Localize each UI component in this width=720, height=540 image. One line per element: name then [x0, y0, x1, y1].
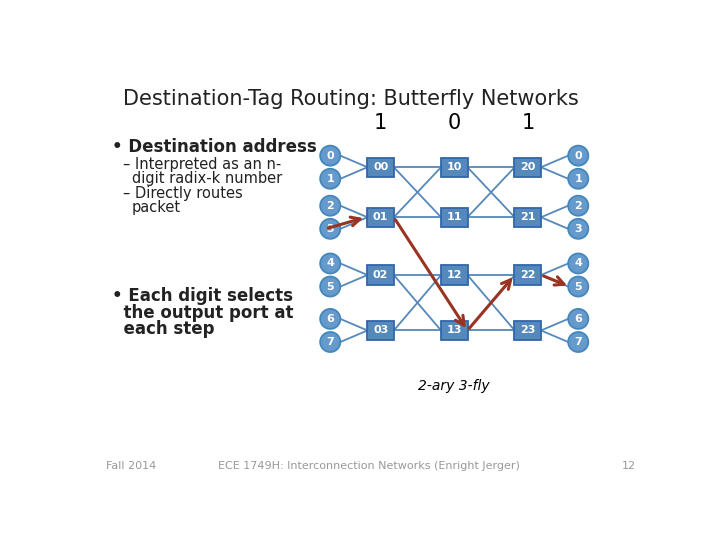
Text: 13: 13 [446, 326, 462, 335]
Circle shape [320, 253, 341, 273]
Text: 11: 11 [446, 212, 462, 222]
Text: 5: 5 [326, 281, 334, 292]
Text: 23: 23 [520, 326, 536, 335]
Text: 21: 21 [520, 212, 536, 222]
Text: – Directly routes: – Directly routes [122, 186, 243, 201]
Circle shape [320, 168, 341, 189]
FancyBboxPatch shape [441, 208, 468, 227]
Text: 00: 00 [373, 162, 388, 172]
FancyBboxPatch shape [367, 158, 394, 177]
FancyBboxPatch shape [367, 321, 394, 340]
Text: Fall 2014: Fall 2014 [106, 461, 156, 471]
Circle shape [320, 309, 341, 329]
Circle shape [320, 219, 341, 239]
Text: 22: 22 [520, 270, 536, 280]
Circle shape [320, 276, 341, 296]
Text: 01: 01 [373, 212, 388, 222]
FancyBboxPatch shape [514, 265, 541, 285]
Text: 1: 1 [374, 112, 387, 132]
Circle shape [568, 309, 588, 329]
Text: digit radix-k number: digit radix-k number [132, 171, 282, 186]
Circle shape [568, 195, 588, 215]
Text: 6: 6 [575, 314, 582, 324]
Text: 1: 1 [575, 174, 582, 184]
Text: 5: 5 [575, 281, 582, 292]
Text: 7: 7 [575, 337, 582, 347]
Text: each step: each step [112, 320, 215, 339]
FancyBboxPatch shape [441, 158, 468, 177]
Circle shape [568, 219, 588, 239]
FancyBboxPatch shape [367, 265, 394, 285]
Text: Destination-Tag Routing: Butterfly Networks: Destination-Tag Routing: Butterfly Netwo… [122, 90, 578, 110]
Text: 0: 0 [575, 151, 582, 161]
Text: 3: 3 [326, 224, 334, 234]
Text: 0: 0 [448, 112, 461, 132]
Circle shape [568, 146, 588, 166]
Text: 3: 3 [575, 224, 582, 234]
Circle shape [320, 332, 341, 352]
Text: 20: 20 [520, 162, 536, 172]
FancyBboxPatch shape [514, 208, 541, 227]
Circle shape [568, 168, 588, 189]
Text: 02: 02 [373, 270, 388, 280]
Text: 1: 1 [521, 112, 534, 132]
Text: – Interpreted as an n-: – Interpreted as an n- [122, 157, 281, 172]
Circle shape [320, 146, 341, 166]
Text: • Each digit selects: • Each digit selects [112, 287, 293, 305]
Text: 03: 03 [373, 326, 388, 335]
Text: 4: 4 [575, 259, 582, 268]
Text: 2-ary 3-fly: 2-ary 3-fly [418, 379, 490, 393]
Text: • Destination address: • Destination address [112, 138, 317, 156]
Circle shape [320, 195, 341, 215]
Text: 7: 7 [326, 337, 334, 347]
Text: 4: 4 [326, 259, 334, 268]
Text: ECE 1749H: Interconnection Networks (Enright Jerger): ECE 1749H: Interconnection Networks (Enr… [218, 461, 520, 471]
Text: 10: 10 [446, 162, 462, 172]
FancyBboxPatch shape [441, 265, 468, 285]
Circle shape [568, 332, 588, 352]
Text: 0: 0 [326, 151, 334, 161]
Text: 2: 2 [575, 201, 582, 211]
FancyBboxPatch shape [367, 208, 394, 227]
Text: packet: packet [132, 200, 181, 215]
Circle shape [568, 253, 588, 273]
Text: 6: 6 [326, 314, 334, 324]
FancyBboxPatch shape [514, 158, 541, 177]
Text: 2: 2 [326, 201, 334, 211]
FancyBboxPatch shape [441, 321, 468, 340]
Circle shape [568, 276, 588, 296]
Text: 12: 12 [622, 461, 636, 471]
Text: the output port at: the output port at [112, 303, 293, 321]
Text: 1: 1 [326, 174, 334, 184]
Text: 12: 12 [446, 270, 462, 280]
FancyBboxPatch shape [514, 321, 541, 340]
